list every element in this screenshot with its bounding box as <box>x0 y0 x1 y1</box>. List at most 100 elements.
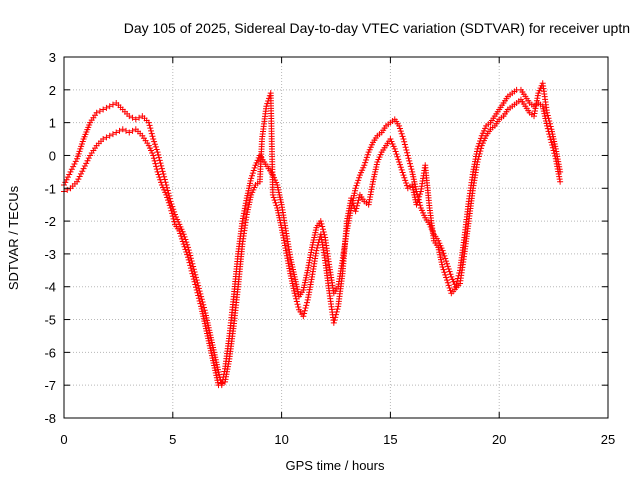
data-point-fill <box>377 151 384 158</box>
data-point-fill <box>525 107 532 114</box>
data-point-fill <box>83 160 90 167</box>
data-point-fill <box>406 183 413 190</box>
data-point-fill <box>406 157 413 164</box>
data-point-fill <box>153 163 160 170</box>
data-point-fill <box>393 151 400 158</box>
data-point-fill <box>165 197 172 204</box>
data-point-fill <box>109 101 116 108</box>
data-point-fill <box>249 172 256 179</box>
data-point-fill <box>278 199 285 206</box>
data-point-fill <box>321 254 328 261</box>
y-tick-label: -4 <box>44 280 56 295</box>
y-tick-label: 2 <box>49 83 56 98</box>
data-point-fill <box>525 97 532 104</box>
data-point-fill <box>77 170 84 177</box>
data-point <box>396 159 403 166</box>
data-point-fill <box>153 166 160 173</box>
data-point-fill <box>156 157 163 164</box>
data-point-fill <box>302 305 309 312</box>
data-point-fill <box>544 112 551 119</box>
data-point-fill <box>543 107 550 114</box>
data-point-fill <box>109 131 116 138</box>
data-point-fill <box>250 167 257 174</box>
data-point-fill <box>174 225 181 232</box>
data-point-fill <box>547 136 554 143</box>
data-point-fill <box>164 194 171 201</box>
data-point-fill <box>117 104 124 111</box>
data-point-fill <box>441 269 448 276</box>
data-point-fill <box>156 174 163 181</box>
data-point-fill <box>355 197 362 204</box>
data-point-fill <box>556 166 563 173</box>
data-point-fill <box>206 340 213 347</box>
data-point-fill <box>148 127 155 134</box>
x-tick-label: 0 <box>60 432 67 447</box>
y-tick-label: -7 <box>44 378 56 393</box>
data-point-fill <box>291 287 298 294</box>
data-point-fill <box>381 144 388 151</box>
data-point-fill <box>534 92 541 99</box>
data-point-fill <box>66 171 73 178</box>
data-point-fill <box>251 164 258 171</box>
data-point <box>189 270 196 277</box>
data-point-fill <box>475 156 482 163</box>
data-point-fill <box>194 289 201 296</box>
y-axis-label: SDTVAR / TECUs <box>6 185 21 290</box>
data-point <box>443 260 450 267</box>
data-point-fill <box>447 271 454 278</box>
data-point <box>154 168 161 175</box>
data-point-fill <box>404 149 411 156</box>
data-point-fill <box>447 287 454 294</box>
data-point-fill <box>166 202 173 209</box>
data-point-fill <box>286 251 293 258</box>
data-point-fill <box>218 380 225 387</box>
data-point-fill <box>155 171 162 178</box>
data-point-fill <box>349 197 356 204</box>
data-point-fill <box>482 135 489 142</box>
data-point-fill <box>169 210 176 217</box>
x-tick-label: 10 <box>274 432 288 447</box>
data-point-fill <box>149 149 156 156</box>
data-point-fill <box>446 268 453 275</box>
data-point-fill <box>401 174 408 181</box>
data-point-fill <box>278 222 285 229</box>
data-point <box>180 241 187 248</box>
data-point-fill <box>156 154 163 161</box>
data-point-fill <box>272 199 279 206</box>
data-point-fill <box>171 218 178 225</box>
data-point-fill <box>314 244 321 251</box>
data-point-fill <box>398 166 405 173</box>
data-point-fill <box>179 238 186 245</box>
axis-ticks <box>63 56 609 419</box>
data-point-fill <box>303 299 310 306</box>
data-point-fill <box>249 170 256 177</box>
data-point-fill <box>247 194 254 201</box>
data-point-fill <box>187 265 194 272</box>
data-point-fill <box>239 243 246 250</box>
data-point-fill <box>373 161 380 168</box>
data-point-fill <box>143 117 150 124</box>
data-point-fill <box>343 220 350 227</box>
data-point-fill <box>162 189 169 196</box>
data-point-fill <box>123 127 130 134</box>
data-point-fill <box>301 310 308 317</box>
data-point-fill <box>414 199 421 206</box>
data-point <box>167 204 174 211</box>
data-point-fill <box>269 189 276 196</box>
data-point-fill <box>225 358 232 365</box>
data-point-fill <box>190 276 197 283</box>
data-point-fill <box>247 177 254 184</box>
data-point-fill <box>405 155 412 162</box>
x-tick-label: 5 <box>169 432 176 447</box>
data-point-fill <box>333 308 340 315</box>
data-point-fill <box>547 123 554 130</box>
data-point-fill <box>407 163 414 170</box>
data-point-fill <box>545 115 552 122</box>
y-tick-label: -1 <box>44 181 56 196</box>
data-point-fill <box>293 295 300 302</box>
data-point-fill <box>183 248 190 255</box>
data-point-fill <box>478 145 485 152</box>
data-point-fill <box>469 171 476 178</box>
